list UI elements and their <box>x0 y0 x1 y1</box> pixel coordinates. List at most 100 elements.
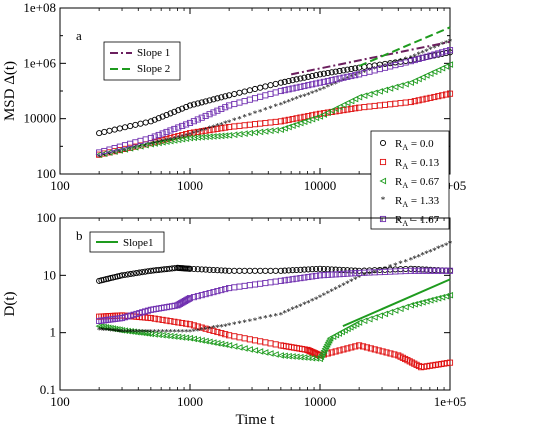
legend-marker-2 <box>379 177 387 185</box>
series-3-point: * <box>146 328 151 338</box>
series-1-point <box>328 349 335 356</box>
series-3-point: * <box>237 114 242 124</box>
series-3-point: * <box>318 86 323 96</box>
series-3-point: * <box>153 328 158 338</box>
series-3-point: * <box>286 98 291 108</box>
series-2-point <box>256 128 264 136</box>
legend-slope2-label: Slope 2 <box>137 63 170 75</box>
series-1-point <box>435 93 442 100</box>
series-0-point <box>305 266 312 273</box>
series-3-point: * <box>337 78 342 88</box>
series-1-point <box>198 128 205 135</box>
series-1-point <box>348 344 355 351</box>
series-2-point <box>100 323 107 331</box>
series-4-point <box>167 127 174 134</box>
series-3-point: * <box>118 147 123 157</box>
series-0-point <box>281 78 288 85</box>
series-3-point: * <box>199 127 204 137</box>
series-1-point <box>285 116 292 123</box>
series-4-point <box>415 267 422 274</box>
series-4-point <box>427 267 434 274</box>
series-4-point <box>332 76 339 83</box>
series-1-point <box>340 107 347 114</box>
series-2-point <box>381 310 389 318</box>
series-0-point <box>159 113 166 120</box>
series-3-point: * <box>290 305 295 315</box>
series-2-point <box>230 131 238 139</box>
series-2-point <box>121 327 128 334</box>
series-4-point <box>340 74 347 81</box>
series-1-point <box>277 118 284 125</box>
series-3-point: * <box>440 40 445 50</box>
series-4-point <box>332 271 339 278</box>
series-0-point <box>198 266 205 273</box>
series-3-point: * <box>353 71 358 81</box>
series-1-point <box>419 96 426 103</box>
series-1-point <box>446 90 454 97</box>
series-4-point <box>202 112 209 120</box>
series-1-point <box>281 117 288 124</box>
series-4-point <box>348 270 355 277</box>
series-1-point <box>387 350 394 357</box>
series-2-point <box>235 344 243 351</box>
series-3-point: * <box>164 328 169 338</box>
series-3-point: * <box>341 281 346 291</box>
series-3-point: * <box>341 76 346 86</box>
series-0-point <box>348 65 355 73</box>
series-3-point: * <box>115 327 120 337</box>
series-2-point <box>113 326 121 333</box>
series-1-point <box>397 100 404 107</box>
series-1-point <box>332 348 339 355</box>
series-4-point <box>336 75 343 82</box>
series-1-point <box>356 342 363 349</box>
series-3-point: * <box>219 120 224 130</box>
series-1-point <box>415 97 422 104</box>
series-4-point <box>344 73 351 80</box>
y-tick-label: 1 <box>50 325 57 340</box>
series-4-point <box>427 52 434 59</box>
x-tick-label: 1e+05 <box>434 394 467 409</box>
series-2-point <box>266 127 274 135</box>
series-2-point <box>109 325 116 332</box>
series-1-point <box>155 316 162 323</box>
series-0-point <box>231 90 238 98</box>
series-4-point <box>419 54 426 61</box>
series-2-point <box>104 324 112 332</box>
y-tick-label: 1e+08 <box>23 0 56 15</box>
series-1-point <box>262 339 269 346</box>
series-1-point <box>206 326 213 333</box>
series-0-point <box>336 67 343 75</box>
series-1-point <box>363 344 371 351</box>
series-2-point <box>230 343 238 350</box>
series-3-point: * <box>180 132 185 142</box>
series-2-point <box>116 326 123 334</box>
series-0-point <box>246 87 253 94</box>
series-3-point: * <box>398 57 403 67</box>
series-2-point <box>407 301 414 309</box>
series-1-point <box>423 95 430 102</box>
series-0-point <box>194 266 201 273</box>
legend-marker-0 <box>379 139 387 147</box>
series-2-point <box>312 114 320 122</box>
series-3-point: * <box>227 118 232 128</box>
series-3-point: * <box>112 149 117 159</box>
series-0-point <box>344 66 351 73</box>
series-4-point <box>241 98 248 105</box>
series-2-point <box>266 350 274 357</box>
series-2-point <box>135 329 143 336</box>
series-3-point: * <box>372 268 377 278</box>
series-4-point <box>236 283 243 290</box>
series-3-point: * <box>424 249 429 259</box>
series-3-point: * <box>111 327 116 337</box>
series-2-point <box>446 61 454 68</box>
series-4-point <box>222 286 229 293</box>
series-2-point <box>126 145 134 152</box>
series-1-point <box>257 120 264 127</box>
series-2-point <box>351 95 359 103</box>
series-0-point <box>139 269 146 276</box>
series-1-point <box>210 126 217 133</box>
series-2-point <box>365 90 373 98</box>
series-3-point: * <box>448 37 453 47</box>
series-1-point <box>190 129 197 136</box>
